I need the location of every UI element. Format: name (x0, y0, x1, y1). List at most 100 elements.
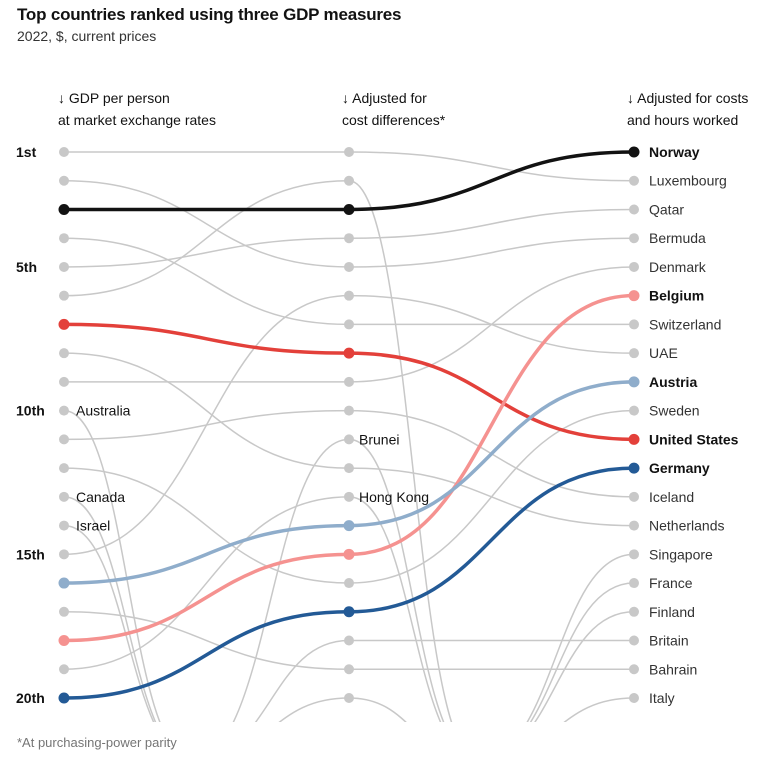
rank-dot (344, 233, 354, 244)
rank-dot (344, 434, 354, 445)
rank-dot (59, 175, 69, 186)
country-link-line (348, 237, 635, 268)
country-label-right: Denmark (649, 259, 707, 275)
country-link-line (63, 496, 350, 671)
highlight-dot (343, 203, 355, 215)
rank-dot (344, 693, 354, 703)
highlight-dot (58, 203, 70, 215)
highlight-line-belgium (63, 293, 635, 643)
country-label-right: Bahrain (649, 661, 697, 677)
rank-dot (344, 664, 354, 675)
highlight-dot (628, 433, 640, 445)
column-header-line2: at market exchange rates (58, 112, 216, 128)
rank-dot (344, 147, 354, 157)
country-link-line (63, 524, 155, 722)
rank-dot (629, 204, 639, 215)
rank-dot (59, 434, 69, 445)
highlight-dot (628, 146, 640, 158)
country-link-line (348, 151, 635, 182)
country-label-right: Iceland (649, 489, 694, 505)
country-link-line (63, 179, 350, 268)
country-label-right: Bermuda (649, 230, 706, 246)
country-link-line (232, 438, 350, 722)
column-header-line2: cost differences* (342, 112, 446, 128)
country-label-right: UAE (649, 345, 678, 361)
country-link-line (254, 639, 350, 722)
rank-dot (629, 520, 639, 531)
rank-dot (629, 578, 639, 589)
rank-dot (344, 290, 354, 301)
rank-label: 10th (16, 403, 45, 419)
column-header-line1: ↓ GDP per person (58, 90, 170, 106)
rank-dot (59, 376, 69, 387)
rank-dot (344, 578, 354, 589)
country-link-line (348, 266, 635, 383)
rank-dot (59, 549, 69, 560)
column-header-line2: and hours worked (627, 112, 739, 128)
chart-title: Top countries ranked using three GDP mea… (17, 5, 402, 24)
column-header-market: ↓ GDP per person at market exchange rate… (58, 87, 216, 131)
country-label-right: Austria (649, 374, 697, 390)
highlight-dot (628, 376, 640, 388)
rank-dot (629, 693, 639, 703)
country-link-line (348, 179, 453, 722)
highlight-dot (628, 290, 640, 302)
country-link-line (63, 496, 157, 722)
rank-dot (59, 290, 69, 301)
rank-dot (629, 319, 639, 330)
rank-dot (629, 405, 639, 416)
country-link-line (278, 697, 350, 722)
country-label-right: Sweden (649, 403, 700, 419)
rank-label: 15th (16, 546, 45, 562)
country-link-line (563, 697, 635, 722)
country-link-line (63, 237, 350, 326)
country-label-right: Norway (649, 144, 700, 160)
rank-dot (629, 233, 639, 244)
country-link-line (348, 496, 442, 722)
country-label-left: Canada (76, 489, 125, 505)
country-label-mid: Hong Kong (359, 489, 429, 505)
column-header-line1: ↓ Adjusted for costs (627, 90, 749, 106)
country-link-line (63, 294, 350, 556)
country-label-right: Singapore (649, 546, 713, 562)
rank-dot (344, 319, 354, 330)
country-label-right: United States (649, 431, 739, 447)
highlight-dot (58, 692, 70, 704)
country-link-line (63, 409, 161, 722)
country-label-right: Qatar (649, 201, 684, 217)
footnote: *At purchasing-power parity (17, 735, 177, 750)
highlight-dot (628, 462, 640, 474)
rank-dot (59, 463, 69, 474)
column-header-line1: ↓ Adjusted for (342, 90, 427, 106)
highlight-dot (343, 606, 355, 618)
rank-dot (344, 405, 354, 416)
highlight-dot (343, 548, 355, 560)
rank-dot (344, 491, 354, 502)
country-label-right: Belgium (649, 288, 704, 304)
rank-dot (59, 664, 69, 675)
country-label-left: Israel (76, 518, 110, 534)
highlight-dot (58, 635, 70, 647)
country-link-line (63, 179, 350, 297)
rank-label: 5th (16, 259, 37, 275)
country-label-right: Germany (649, 460, 710, 476)
rank-dot (344, 463, 354, 474)
highlight-dot (343, 347, 355, 359)
rank-dot (59, 606, 69, 617)
rank-dot (344, 635, 354, 646)
highlight-dot (58, 577, 70, 589)
rank-label: 20th (16, 690, 45, 706)
rank-dot (629, 491, 639, 502)
country-link-line (63, 611, 350, 671)
rank-label: 1st (16, 144, 37, 160)
country-label-right: France (649, 575, 693, 591)
rank-dot (59, 233, 69, 244)
rank-dot (629, 664, 639, 675)
country-link-line (348, 409, 635, 584)
country-link-line (348, 208, 635, 239)
rank-dot (344, 261, 354, 272)
rank-dot (629, 549, 639, 560)
country-link-line (534, 611, 635, 722)
rank-dot (344, 376, 354, 387)
